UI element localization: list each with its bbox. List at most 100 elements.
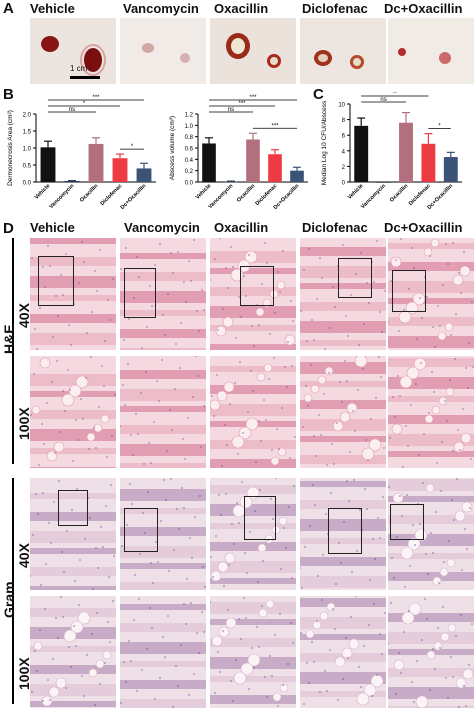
y-tick-label: 0 (342, 181, 346, 187)
y-tick-label: 1.2 (185, 113, 194, 119)
zoom-region-box (244, 496, 276, 540)
scale-bar-label: 1 cm (70, 64, 88, 73)
bar-2 (246, 139, 260, 182)
panel-label-c: C (313, 86, 324, 103)
histology-image (300, 478, 386, 590)
y-tick-label: 2.0 (23, 113, 32, 119)
significance-label: ** (392, 92, 397, 97)
y-tick-label: 1.0 (185, 124, 194, 130)
x-tick-label: Vehicle (347, 183, 365, 201)
x-tick-label: Vancomycin (360, 183, 387, 210)
bar-0 (40, 147, 56, 182)
y-tick-label: 0.6 (185, 147, 194, 153)
y-tick-label: 0.0 (185, 181, 194, 187)
bar-1 (376, 182, 391, 183)
x-tick-label: Oxacillin (236, 183, 257, 204)
y-tick-label: 1.5 (23, 130, 32, 136)
x-tick-label: Oxacillin (79, 183, 100, 204)
histology-image (210, 478, 296, 590)
histology-image (120, 356, 206, 468)
zoom-region-box (124, 268, 156, 318)
histology-image (388, 596, 474, 708)
group-title-dc-oxacillin: Dc+Oxacillin (384, 1, 463, 16)
significance-label: ns (380, 97, 386, 103)
histology-image (120, 596, 206, 708)
gram-bracket (2, 478, 14, 704)
panel-label-b: B (3, 86, 14, 103)
histology-image (30, 238, 116, 350)
y-tick-label: 0.8 (185, 135, 194, 141)
histo-title-vancomycin: Vancomycin (124, 220, 200, 235)
y-axis-label: Dermonecrosis Area (cm²) (7, 110, 14, 186)
y-tick-label: 0.5 (23, 164, 32, 170)
significance-label: *** (249, 95, 257, 101)
x-tick-label: Oxacillin (389, 183, 410, 204)
zoom-region-box (392, 270, 426, 312)
histology-image (120, 478, 206, 590)
stain-label-he: H&E (1, 324, 17, 354)
histology-image (300, 596, 386, 708)
bar-3 (421, 143, 436, 182)
y-axis-label: Median Log 10 CFU/Abscess (321, 100, 328, 185)
y-tick-label: 6 (342, 134, 346, 140)
group-title-vehicle: Vehicle (30, 1, 75, 16)
chart-dermonecrosis: 0.0 0.5 1.0 1.5 2.0 Dermonecrosis Area (cm²) V… (0, 92, 174, 226)
zoom-region-box (58, 490, 88, 526)
histology-image (300, 238, 386, 350)
bar-2 (399, 122, 413, 182)
histology-image (210, 238, 296, 350)
bar-3 (112, 158, 128, 182)
bar-4 (443, 157, 458, 182)
x-tick-label: Dc+Oxacillin (120, 183, 148, 211)
histology-image (388, 478, 474, 590)
x-tick-label: Vehicle (34, 183, 52, 201)
bar-1 (64, 180, 80, 182)
zoom-region-box (338, 258, 372, 298)
histology-image (210, 356, 296, 468)
significance-label: ns (69, 107, 75, 113)
group-title-vancomycin: Vancomycin (123, 1, 199, 16)
significance-label: * (83, 101, 86, 107)
significance-label: ns (228, 107, 234, 113)
x-tick-label: Vancomycin (48, 183, 75, 210)
he-bracket (2, 238, 14, 464)
chart-abscess-volume: 0.0 0.2 0.4 0.6 0.8 1.0 1.2 Abscess volume (cm³… (160, 92, 320, 226)
y-tick-label: 1.0 (23, 147, 32, 153)
histo-title-vehicle: Vehicle (30, 220, 75, 235)
lesion-photo-diclofenac (300, 18, 386, 84)
y-tick-label: 0.4 (185, 158, 194, 164)
lesion-photo-oxacillin (210, 18, 296, 84)
group-title-diclofenac: Diclofenac (302, 1, 368, 16)
bar-1 (224, 181, 238, 183)
y-tick-label: 8 (342, 118, 346, 124)
lesion-photo-dc-oxacillin (388, 18, 474, 84)
y-tick-label: 4 (342, 149, 346, 155)
histology-image (30, 478, 116, 590)
significance-label: *** (238, 101, 246, 107)
histo-title-dc-oxacillin: Dc+Oxacillin (384, 220, 463, 235)
lesion-photo-vancomycin (120, 18, 206, 84)
bar-4 (136, 168, 152, 182)
histology-image (120, 238, 206, 350)
bar-4 (290, 170, 304, 182)
histology-image (30, 356, 116, 468)
y-tick-label: 10 (338, 103, 345, 109)
y-axis-label: Abscess volume (cm³) (169, 116, 176, 180)
histology-image (210, 596, 296, 708)
panel-label-a: A (3, 0, 14, 17)
bar-0 (202, 143, 216, 182)
zoom-region-box (328, 508, 362, 554)
significance-label: *** (271, 123, 279, 129)
bar-2 (88, 143, 104, 182)
group-title-oxacillin: Oxacillin (214, 1, 269, 16)
histo-title-diclofenac: Diclofenac (302, 220, 368, 235)
x-tick-label: Diclofenac (408, 183, 432, 207)
histology-image (300, 356, 386, 468)
bar-0 (354, 125, 369, 182)
y-tick-label: 0.2 (185, 169, 194, 175)
chart-cfu: 0 2 4 6 8 10 Median Log 10 CFU/Abscess Vehicle V… (316, 85, 474, 226)
lesion-photo-vehicle (30, 18, 116, 84)
histology-image (388, 356, 474, 468)
zoom-region-box (240, 266, 274, 306)
y-tick-label: 2 (342, 165, 346, 171)
